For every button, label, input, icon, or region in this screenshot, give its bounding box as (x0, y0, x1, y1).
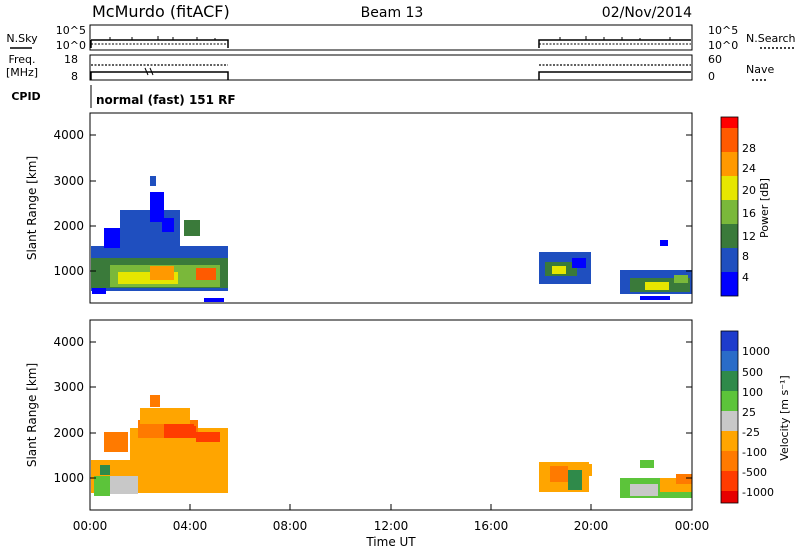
nsearch-tick-bottom: 10^0 (708, 39, 738, 52)
power-cb-tick-16: 16 (742, 207, 756, 220)
nsky-tick-top: 10^5 (56, 24, 86, 37)
velocity-cb-4 (721, 391, 738, 411)
power-cb-label: Power [dB] (758, 178, 771, 238)
velocity-cb-tick-500: 500 (742, 366, 763, 379)
xtick-0400: 04:00 (173, 519, 208, 533)
power-cb-2 (721, 248, 738, 272)
freq-unit: [MHz] (6, 66, 38, 79)
velocity-ytick-2000: 2000 (53, 426, 84, 440)
velocity-cb-tick-100: 100 (742, 386, 763, 399)
velocity-cb-label: Velocity [m s⁻¹] (778, 375, 791, 460)
power-scatter (91, 176, 692, 302)
power-cb-1 (721, 272, 738, 296)
velocity-cb-2 (721, 351, 738, 371)
nsky-frame (89, 24, 693, 51)
velocity-ytick-3000: 3000 (53, 380, 84, 394)
freq-label: Freq. (8, 53, 35, 66)
velocity-cb-tick-25: 25 (742, 406, 756, 419)
nsearch-label: N.Search (746, 32, 796, 45)
freq-trace-1 (90, 71, 229, 80)
velocity-cb-1 (721, 331, 738, 351)
velocity-cb-tick-neg100: -100 (742, 446, 767, 459)
power-ylabel: Slant Range [km] (25, 156, 39, 260)
cpid-label: CPID (11, 90, 40, 103)
power-cb-tick-20: 20 (742, 184, 756, 197)
velocity-cb-3 (721, 371, 738, 391)
velocity-ytick-4000: 4000 (53, 335, 84, 349)
velocity-cb-tick-1000: 1000 (742, 345, 770, 358)
xtick-2000: 20:00 (574, 519, 609, 533)
xtick-0000: 00:00 (73, 519, 108, 533)
power-cb-tick-28: 28 (742, 142, 756, 155)
power-cb-tick-8: 8 (742, 250, 749, 263)
nsky-spikes (109, 36, 671, 40)
velocity-cb-5 (721, 411, 738, 431)
nsky-label: N.Sky (6, 32, 38, 45)
x-ticks (189, 504, 592, 510)
velocity-cb-7 (721, 451, 738, 471)
freq-tick-bottom: 8 (71, 70, 78, 83)
power-cb-tick-4: 4 (742, 271, 749, 284)
xtick-1600: 16:00 (474, 519, 509, 533)
nsky-tick-bottom: 10^0 (56, 39, 86, 52)
xtick-2400: 00:00 (675, 519, 710, 533)
velocity-cb-frame (720, 330, 739, 504)
power-cb-7 (721, 128, 738, 152)
velocity-cb-9 (721, 491, 738, 503)
date-title: 02/Nov/2014 (602, 5, 692, 21)
beam-title: Beam 13 (361, 5, 424, 21)
velocity-ylabel: Slant Range [km] (25, 363, 39, 467)
velocity-cb-tick-neg500: -500 (742, 466, 767, 479)
freq-trace-2 (538, 71, 691, 80)
power-cb-6 (721, 152, 738, 176)
velocity-panel: 4000 3000 2000 1000 Slant Range [km] 00:… (25, 319, 710, 549)
power-cb-3 (721, 224, 738, 248)
nsearch-tick-top: 10^5 (708, 24, 738, 37)
velocity-cb-tick-neg1000: -1000 (742, 486, 774, 499)
cpid-text: normal (fast) 151 RF (96, 93, 236, 107)
velocity-ytick-1000: 1000 (53, 471, 84, 485)
velocity-cb-tick-neg25: -25 (742, 426, 760, 439)
nave-tick-bottom: 0 (708, 70, 715, 83)
nave-label: Nave (746, 63, 774, 76)
nsky-panel: N.Sky 10^5 10^0 N.Search 10^5 10^0 (6, 24, 795, 52)
power-cb-8 (721, 117, 738, 128)
velocity-colorbar: 1000 500 100 25 -25 -100 -500 -1000 Velo… (720, 330, 791, 504)
x-axis-label: Time UT (365, 535, 416, 549)
power-cb-tick-12: 12 (742, 230, 756, 243)
velocity-scatter (91, 395, 692, 498)
power-cb-4 (721, 200, 738, 224)
power-frame (89, 112, 693, 304)
station-title: McMurdo (fitACF) (92, 2, 230, 21)
velocity-cb-8 (721, 471, 738, 491)
xtick-0800: 08:00 (273, 519, 308, 533)
xtick-1200: 12:00 (374, 519, 409, 533)
freq-glitch (144, 67, 154, 76)
power-cb-5 (721, 176, 738, 200)
power-cb-frame (720, 116, 739, 297)
freq-tick-top: 18 (64, 53, 78, 66)
velocity-cb-6 (721, 431, 738, 451)
power-ytick-1000: 1000 (53, 264, 84, 278)
power-y-ticks (90, 134, 692, 272)
power-ytick-4000: 4000 (53, 128, 84, 142)
power-colorbar: 28 24 20 16 12 8 4 Power [dB] (720, 116, 771, 297)
power-ytick-2000: 2000 (53, 219, 84, 233)
power-panel: 4000 3000 2000 1000 Slant Range [km] (25, 112, 693, 304)
power-cb-tick-24: 24 (742, 162, 756, 175)
power-ytick-3000: 3000 (53, 174, 84, 188)
freq-panel: Freq. [MHz] 18 8 Nave 60 0 (6, 53, 775, 83)
cpid-row: CPID normal (fast) 151 RF (11, 85, 236, 108)
nave-tick-top: 60 (708, 53, 722, 66)
freq-frame (89, 54, 693, 81)
velocity-y-ticks (90, 341, 692, 479)
